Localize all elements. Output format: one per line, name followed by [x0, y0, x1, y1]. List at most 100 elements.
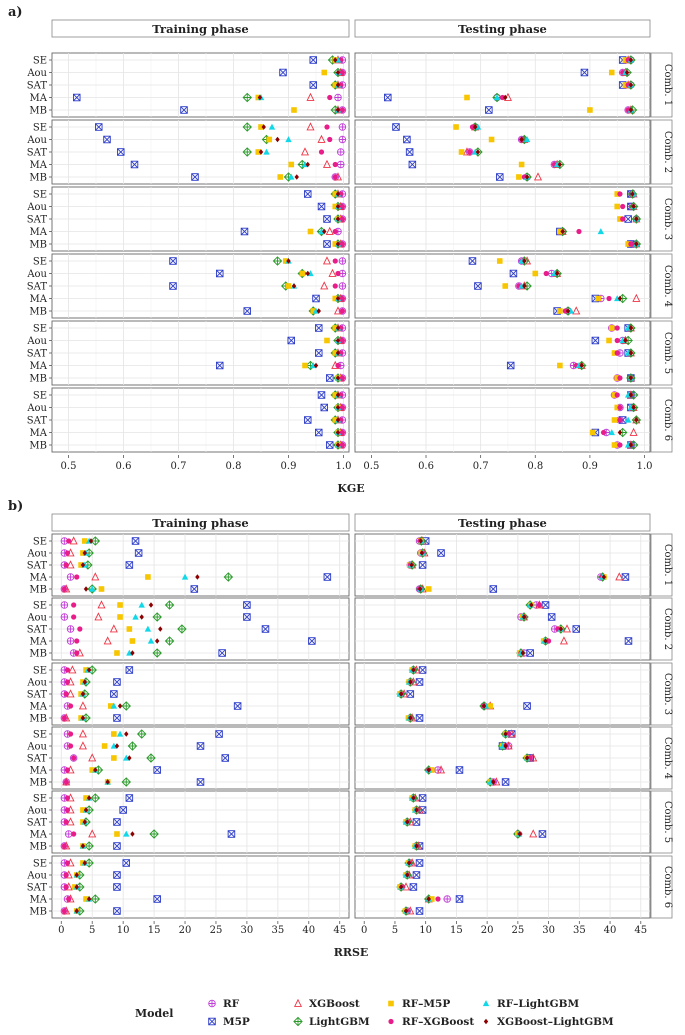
- point-m5p-sat-box: [169, 282, 177, 290]
- point-xgboostlightgbm-se: [148, 602, 154, 608]
- point-m5p-sat: [474, 282, 482, 290]
- point-m5p-mb: [218, 649, 226, 657]
- point-rfm5p-se-fill: [496, 258, 503, 264]
- point-rfm5p-ma: [145, 574, 151, 580]
- x-tick-label: 20: [179, 925, 192, 936]
- point-m5p-ma: [315, 428, 323, 437]
- point-rfxgboost-ma-fill: [335, 362, 341, 369]
- point-xgboostlightgbm-mb: [520, 650, 525, 656]
- point-m5p-mb: [323, 240, 331, 248]
- x-tick-label: 45: [634, 925, 647, 936]
- point-rfm5p-ma-fill: [332, 295, 339, 302]
- point-rfxgboost-ma: [576, 228, 582, 235]
- point-m5p-aou: [287, 336, 296, 345]
- x-tick-label: 0.7: [473, 461, 489, 472]
- point-rfxgboost-se-fill: [64, 860, 71, 866]
- point-lightgbm-se: [272, 256, 283, 266]
- point-rfm5p-mb: [425, 586, 432, 592]
- point-m5p-aou: [591, 336, 600, 345]
- point-m5p-se: [304, 190, 312, 198]
- y-tick-label: MA: [30, 294, 48, 305]
- point-m5p-aou: [134, 549, 143, 557]
- point-xgboostlightgbm-aou-fill: [623, 337, 628, 344]
- point-xgboostlightgbm-mb: [524, 174, 530, 180]
- legend-marker: [208, 1017, 216, 1026]
- x-tick-label: 35: [573, 925, 586, 936]
- point-rfxgboost-aou: [617, 404, 623, 411]
- point-rfxgboost-ma-fill: [66, 896, 72, 902]
- point-lightgbm-mb: [121, 777, 131, 787]
- point-m5p-mb-box: [526, 649, 534, 657]
- point-rfm5p-ma-fill: [145, 574, 151, 580]
- point-lightgbm-sat-cross: [146, 753, 156, 763]
- point-xgboostlightgbm-ma: [130, 831, 135, 837]
- point-m5p-aou: [415, 678, 424, 686]
- point-lightgbm-ma-cross: [243, 93, 252, 102]
- point-xgboost-ma: [632, 293, 641, 302]
- point-m5p-ma-box: [621, 573, 630, 581]
- point-lightgbm-se-cross: [91, 793, 100, 803]
- point-xgboostlightgbm-ma: [560, 228, 565, 235]
- point-xgboost-aou-tri: [328, 268, 337, 277]
- panel-comb1-testing: [354, 533, 651, 597]
- legend-marker-cross: [208, 1000, 216, 1007]
- point-lightgbm-sat: [242, 147, 252, 157]
- point-rf-se: [60, 601, 69, 609]
- y-tick-label: MB: [29, 778, 47, 789]
- y-tick-label: MA: [30, 895, 48, 906]
- point-rfm5p-se: [611, 392, 618, 398]
- point-m5p-se-x: [418, 794, 427, 802]
- legend-label: RF–LightGBM: [497, 998, 579, 1010]
- point-xgboostlightgbm-sat: [409, 562, 414, 568]
- point-m5p-mb-x: [501, 778, 510, 786]
- point-rfm5p-ma: [83, 896, 89, 902]
- panel-comb3-training: [51, 662, 350, 726]
- point-m5p-ma: [215, 361, 224, 370]
- point-xgboost-ma: [325, 226, 334, 235]
- point-xgboostlightgbm-ma-fill: [601, 574, 607, 580]
- point-xgboostlightgbm-ma: [557, 161, 563, 168]
- point-rfm5p-mb: [625, 241, 631, 247]
- point-m5p-ma-x: [216, 361, 224, 370]
- point-rfm5p-se: [117, 602, 123, 608]
- point-rflightgbm-mb: [487, 778, 494, 785]
- point-rfxgboost-aou: [620, 203, 626, 210]
- point-xgboost-sat: [563, 624, 572, 633]
- point-rfm5p-ma: [464, 94, 470, 101]
- point-rflightgbm-sat: [123, 754, 130, 761]
- point-xgboost-aou-tri: [94, 612, 103, 621]
- point-m5p-se: [122, 859, 130, 867]
- point-xgboostlightgbm-mb: [335, 241, 341, 247]
- point-rfxgboost-se-fill: [614, 325, 620, 331]
- point-rfm5p-ma-fill: [288, 161, 295, 168]
- point-m5p-sat-box: [261, 625, 270, 633]
- point-m5p-mb-box: [113, 714, 121, 722]
- point-xgboostlightgbm-se: [86, 795, 92, 801]
- point-xgboostlightgbm-ma: [322, 228, 327, 235]
- panel-label: b): [8, 499, 23, 514]
- point-xgboostlightgbm-sat: [558, 626, 564, 632]
- point-xgboostlightgbm-sat: [74, 884, 79, 890]
- point-xgboostlightgbm-ma-fill: [93, 767, 98, 773]
- phase-header: Training phase: [152, 516, 248, 530]
- point-rflightgbm-ma: [181, 573, 189, 580]
- point-lightgbm-ma-cross: [122, 701, 131, 711]
- point-xgboostlightgbm-ma-fill: [305, 161, 310, 168]
- point-xgboostlightgbm-se: [335, 325, 341, 331]
- point-xgboost-aou: [328, 268, 337, 277]
- point-rf-se: [338, 257, 347, 265]
- panel-comb3-testing: [354, 662, 651, 726]
- point-m5p-mb-x: [190, 585, 198, 593]
- point-rfxgboost-ma: [66, 896, 72, 902]
- point-xgboost-mb: [333, 306, 343, 315]
- point-rfm5p-ma-fill: [302, 362, 308, 369]
- point-m5p-sat-x: [315, 349, 323, 357]
- point-m5p-aou-x: [580, 68, 589, 77]
- point-m5p-sat-box: [113, 818, 121, 826]
- point-m5p-ma-box: [130, 160, 139, 169]
- point-m5p-mb-x: [326, 374, 334, 382]
- point-xgboostlightgbm-se-fill: [411, 667, 416, 673]
- point-rfxgboost-sat: [318, 149, 325, 155]
- point-rfm5p-sat-fill: [332, 82, 339, 88]
- point-rfm5p-sat: [332, 417, 339, 423]
